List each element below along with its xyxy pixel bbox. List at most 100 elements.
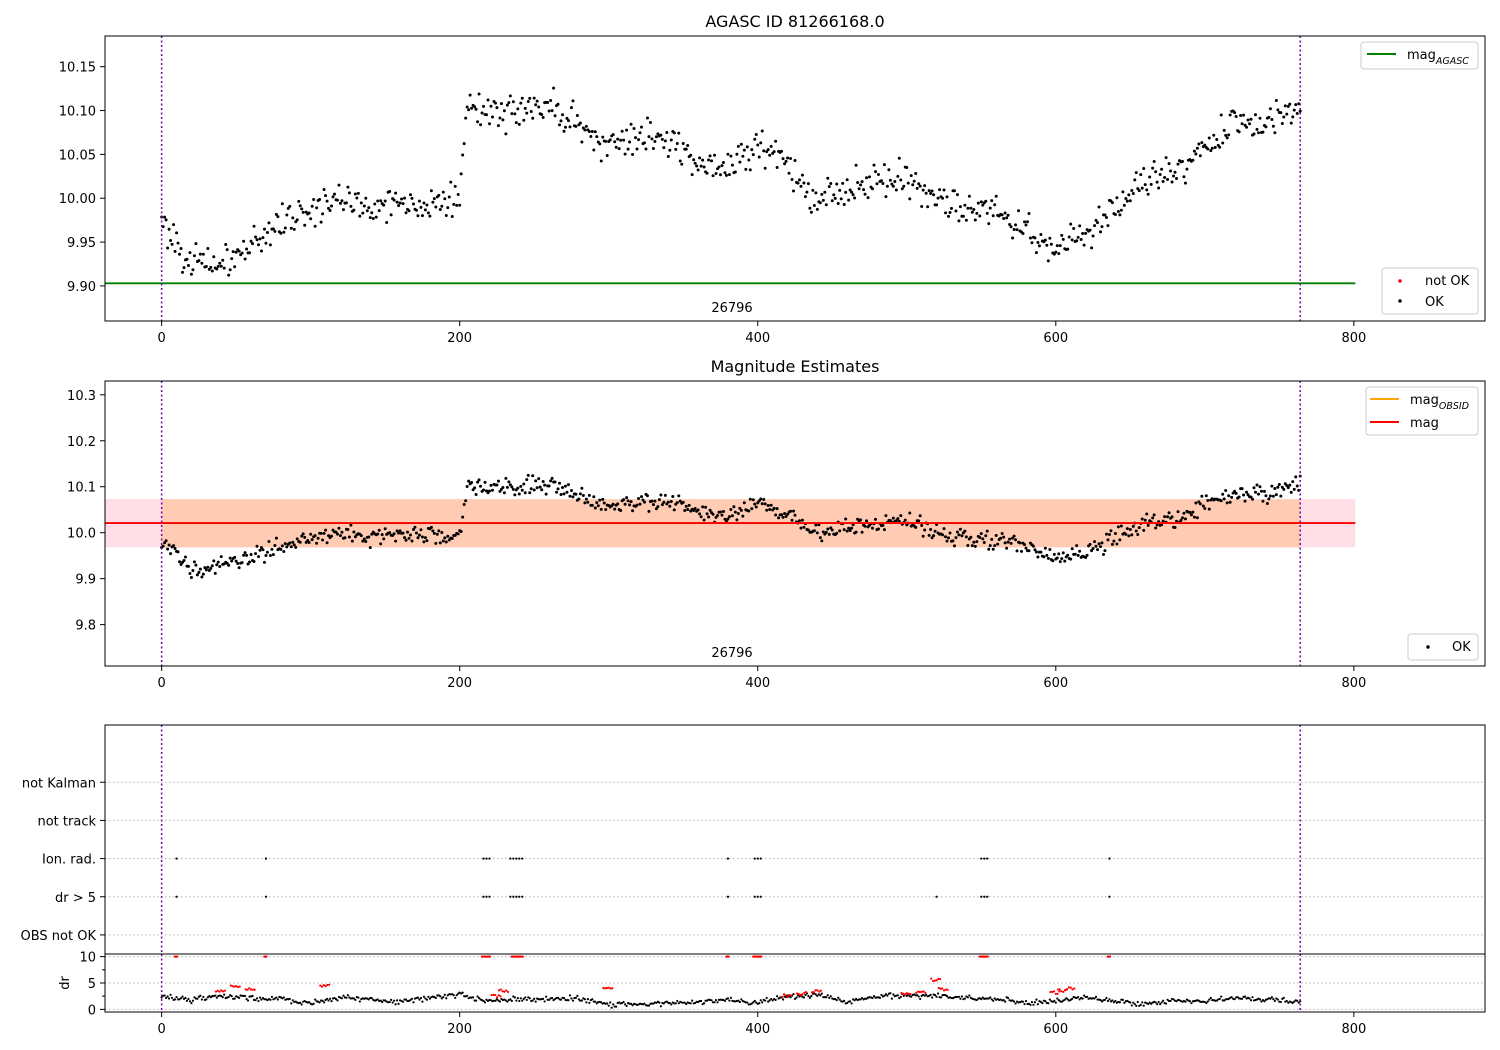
mag-point [662,146,666,150]
y-tick-label: 10 [79,951,96,966]
mag-point [613,507,617,511]
mag-point [860,530,864,534]
mag-point [274,212,278,216]
dr-point [290,1002,293,1005]
mag-point [216,560,220,564]
mag-point [1009,225,1013,229]
mag-point [942,527,946,531]
mag-point [914,525,918,529]
mag-point [774,513,778,517]
x-tick-label: 0 [157,1022,165,1037]
mag-point [993,203,997,207]
mag-point [991,214,995,218]
mag-point [292,227,296,231]
dr-point [196,997,199,1000]
mag-point [547,109,551,113]
mag-point [262,227,266,231]
mag-point [1155,180,1159,184]
mag-point [183,555,187,559]
dr-point [713,1001,716,1004]
mag-point [1182,511,1186,515]
dr-point [1154,1001,1157,1004]
mag-point [1070,547,1074,551]
dr-point [215,996,218,999]
mag-point [774,139,778,143]
mag-point [590,130,594,134]
mag-point [255,238,259,242]
dr-point [829,995,832,998]
dr-point [737,999,740,1002]
mag-point [298,540,302,544]
dr-point [612,1003,615,1006]
dr-point [466,994,469,997]
dr-not-ok-point [933,979,936,982]
dr-point [556,996,560,999]
mag-point [1239,114,1243,118]
mag-point [985,529,989,533]
mag-point [227,563,231,567]
dr-point [1209,996,1212,1000]
dr-not-ok-point [916,990,920,993]
mag-point [483,480,487,484]
dr-not-ok-point [1060,990,1063,993]
dr-not-ok-point [937,986,940,989]
mag-point [282,550,286,554]
mag-point [1011,236,1015,240]
mag-point [169,238,173,242]
mag-point [1099,230,1103,234]
mag-point [242,239,246,243]
mag-point [264,553,268,557]
mag-point [786,156,790,160]
dr-point [789,996,792,999]
mag-point [1288,102,1292,106]
mag-point [1023,543,1027,547]
mag-point [821,530,825,534]
mag-point [376,199,380,203]
mag-point [669,138,673,142]
mag-point [429,189,433,193]
mag-point [200,261,204,265]
dr-not-ok-point [814,989,817,992]
dr-point [255,997,259,1000]
dr-not-ok-point [1069,986,1072,989]
mag-point [1148,175,1152,179]
mag-point [189,272,193,276]
mag-point [191,268,195,272]
mag-point [723,171,727,175]
dr-point [358,1000,361,1003]
mag-point [1127,534,1131,538]
mag-point [566,119,570,123]
mag-point [818,201,822,205]
mag-point [865,176,869,180]
flag-point [509,895,512,898]
mag-point [574,124,578,128]
mag-point [1256,492,1260,496]
mag-point [401,202,405,206]
mag-point [747,509,751,513]
mag-point [711,174,715,178]
mag-point [1289,121,1293,125]
mag-point [526,473,530,477]
mag-point [805,190,809,194]
mag-point [473,105,477,109]
mag-point [1018,541,1022,545]
mag-point [589,134,593,138]
mag-point [873,170,877,174]
mag-point [1292,108,1296,112]
mag-point [845,529,849,533]
mag-point [347,535,351,539]
mag-point [1078,224,1082,228]
mag-point [1103,549,1107,553]
mag-point [245,247,249,251]
flag-point [264,895,268,898]
mag-point [420,535,424,539]
dr-point [367,998,370,1001]
mag-point [438,541,442,545]
mag-point [571,495,575,499]
mag-point [827,185,831,189]
panel-magnitude-estimates-title: Magnitude Estimates [711,357,880,376]
mag-point [750,507,754,511]
y-tick-label: 9.8 [75,619,96,634]
legend-ok-swatch [1398,299,1402,303]
dr-point [521,999,524,1002]
